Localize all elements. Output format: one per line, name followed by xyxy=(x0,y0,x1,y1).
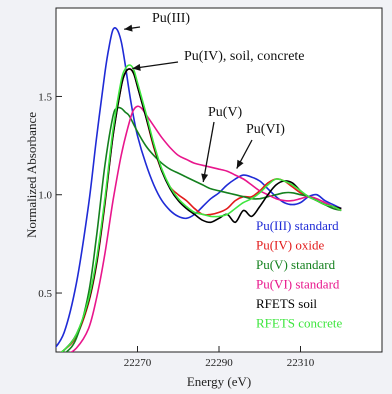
annotation-arrow-head xyxy=(201,173,209,182)
y-tick-label: 0.5 xyxy=(38,288,52,300)
legend-entry-pu-vi-standard: Pu(VI) standard xyxy=(256,277,340,292)
annotation-arrow-head xyxy=(236,159,244,169)
annotation-label: Pu(VI) xyxy=(246,122,285,137)
x-axis-label: Energy (eV) xyxy=(187,374,251,389)
y-tick-label: 1.5 xyxy=(38,91,52,103)
legend-entry-rfets-soil: RFETS soil xyxy=(256,296,317,311)
x-tick-label: 22290 xyxy=(205,357,233,369)
legend-entry-pu-iv-oxide: Pu(IV) oxide xyxy=(256,238,324,253)
y-axis-label: Normalized Absorbance xyxy=(24,112,39,238)
y-tick-label: 1.0 xyxy=(38,190,52,202)
legend-entry-rfets-concrete: RFETS concrete xyxy=(256,316,343,331)
peak-annotations: Pu(III) Pu(IV), soil, concrete Pu(V)Pu(VI) xyxy=(124,11,305,183)
legend-entry-pu-iii-standard: Pu(III) standard xyxy=(256,218,339,233)
x-axis-ticks: 22270 22290 22310 xyxy=(124,346,315,369)
annotation-label: Pu(III) xyxy=(152,11,190,26)
annotation-arrow-line xyxy=(202,121,215,183)
annotation-label: Pu(IV), soil, concrete xyxy=(184,49,305,64)
series-line-pu-vi-standard xyxy=(70,105,342,352)
annotation-arrow-head xyxy=(124,24,133,32)
annotation-arrow-head xyxy=(132,63,141,71)
annotation-label: Pu(V) xyxy=(208,105,243,120)
series-lines xyxy=(56,27,342,352)
y-axis-ticks: 0.5 1.0 1.5 xyxy=(38,91,62,300)
legend: Pu(III) standard Pu(IV) oxide Pu(V) standa… xyxy=(256,218,343,331)
plot-area xyxy=(55,7,383,353)
legend-entry-pu-v-standard: Pu(V) standard xyxy=(256,257,336,272)
x-tick-label: 22270 xyxy=(124,357,152,369)
series-line-rfets-concrete xyxy=(60,64,342,352)
series-line-pu-iii-standard xyxy=(56,27,342,349)
x-tick-label: 22310 xyxy=(287,357,315,369)
series-line-pu-v-standard xyxy=(65,106,342,352)
